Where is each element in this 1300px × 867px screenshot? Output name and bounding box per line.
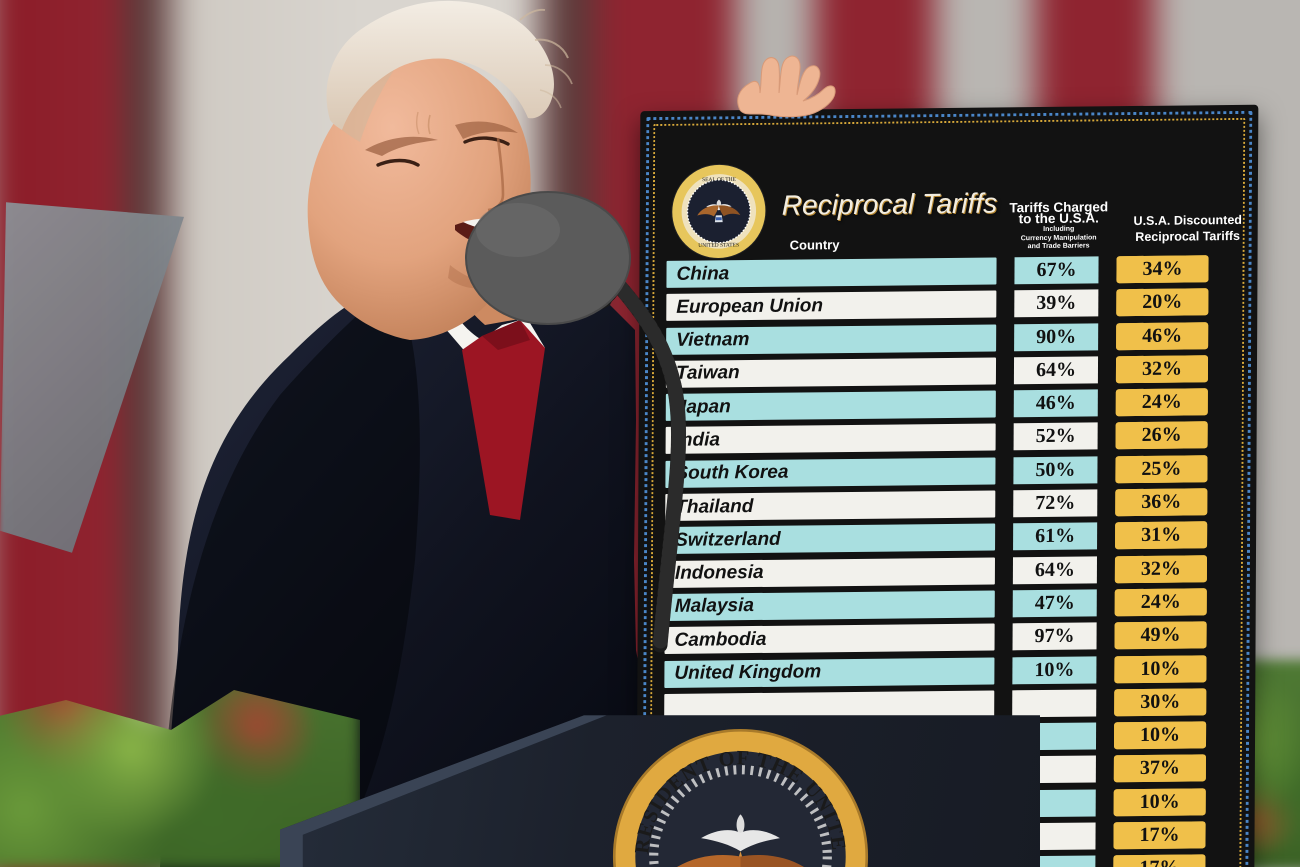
svg-text:SEAL OF THE: SEAL OF THE bbox=[702, 177, 736, 183]
